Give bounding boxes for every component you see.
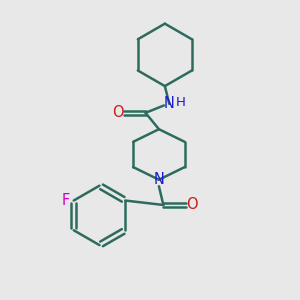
Text: N: N [154,172,164,187]
Text: F: F [61,193,70,208]
Text: O: O [112,105,123,120]
Text: H: H [176,96,186,109]
Text: N: N [164,96,175,111]
Text: O: O [186,197,198,212]
